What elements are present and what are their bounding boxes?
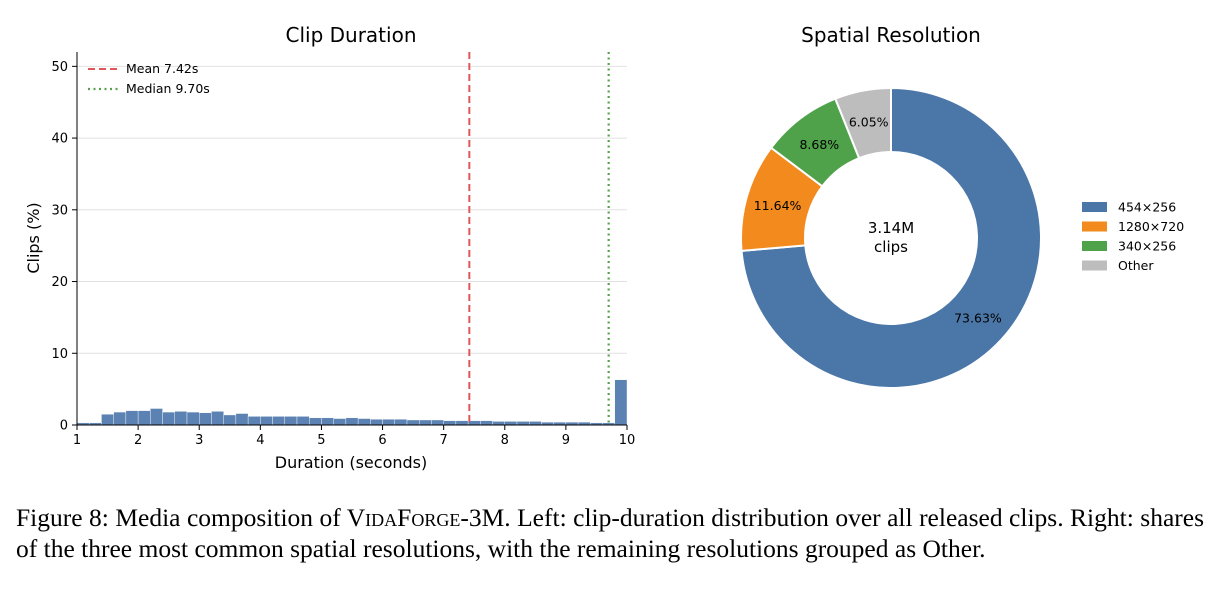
histogram-bar (125, 410, 139, 426)
histogram-bar (174, 411, 188, 426)
x-tick-label: 5 (317, 433, 325, 448)
histogram-bar (370, 419, 383, 426)
caption-name-suffix: -3M (460, 503, 505, 532)
x-tick-label: 4 (256, 433, 264, 448)
donut-value-label: 11.64% (754, 198, 802, 213)
histogram-bar (504, 421, 518, 426)
histogram-bar (272, 416, 285, 426)
donut-center-count: 3.14M (868, 219, 914, 237)
donut-legend: 454×256 1280×720 340×256 Other (1082, 200, 1184, 273)
legend-label: Other (1118, 258, 1154, 273)
histogram-bar (284, 416, 298, 426)
legend-label: 1280×720 (1118, 219, 1184, 234)
caption-prefix: Figure 8: Media composition of (16, 503, 347, 532)
histogram-bar (357, 418, 371, 426)
histogram-bar (247, 416, 261, 426)
x-tick-label: 10 (619, 433, 636, 448)
donut-panel: Spatial Resolution 73.63% 11.64% 8.68% 6.05… (740, 23, 1184, 389)
figure: Clip Duration 1 2 3 4 5 6 7 8 9 10 0 10 20 30 40 50 Du… (24, 23, 1184, 472)
histogram-y-label: Clips (%) (24, 202, 43, 273)
donut-center-unit: clips (874, 238, 908, 256)
histogram-y-ticks: 0 10 20 30 40 50 (51, 60, 77, 434)
caption-name-v: V (346, 503, 366, 532)
histogram-bar (309, 417, 322, 426)
donut-slices (740, 86, 1042, 389)
x-tick-label: 8 (501, 433, 509, 448)
histogram-bar (150, 408, 163, 426)
y-tick-label: 30 (51, 203, 68, 218)
histogram-bar (492, 421, 505, 426)
x-tick-label: 9 (562, 433, 570, 448)
donut-value-label: 73.63% (954, 310, 1002, 325)
histogram-bar (480, 420, 493, 426)
histogram-bar (101, 414, 114, 426)
x-tick-label: 1 (73, 433, 81, 448)
histogram-bar (162, 411, 175, 426)
histogram-bar (260, 416, 273, 426)
caption-name-orge: orge (411, 503, 461, 532)
histogram-bar (186, 411, 200, 426)
histogram-bar (443, 420, 457, 426)
histogram-bar (296, 416, 310, 426)
histogram-bar (394, 419, 408, 426)
histogram-x-ticks: 1 2 3 4 5 6 7 8 9 10 (73, 425, 635, 448)
histogram-x-label: Duration (seconds) (275, 453, 427, 472)
donut-value-label: 8.68% (799, 137, 839, 152)
legend-swatch (1082, 221, 1107, 232)
caption-name-ida: ida (365, 503, 398, 532)
histogram-bar (419, 419, 432, 426)
legend-label: 340×256 (1118, 239, 1176, 254)
y-tick-label: 20 (51, 275, 68, 290)
histogram-panel: Clip Duration 1 2 3 4 5 6 7 8 9 10 0 10 20 30 40 50 Du… (24, 23, 635, 472)
y-tick-label: 0 (60, 419, 68, 434)
histogram-bar (345, 417, 359, 426)
figure-caption: Figure 8: Media composition of VidaForge… (16, 502, 1204, 564)
caption-rest: . Left: clip-duration distribution over … (16, 503, 1204, 563)
histogram-bar (455, 420, 469, 426)
histogram-bar (199, 412, 212, 426)
y-tick-label: 10 (51, 347, 68, 362)
histogram-bars (76, 379, 628, 426)
histogram-bar (382, 419, 395, 426)
legend-median-label: Median 9.70s (126, 81, 210, 96)
histogram-bar (516, 421, 530, 426)
x-tick-label: 6 (378, 433, 386, 448)
donut-slice (834, 86, 892, 160)
histogram-bar (321, 417, 334, 426)
histogram-bar (333, 418, 347, 426)
legend-mean-label: Mean 7.42s (126, 61, 198, 76)
histogram-bar (431, 419, 444, 426)
histogram-bar (529, 421, 542, 426)
x-tick-label: 2 (134, 433, 142, 448)
donut-title: Spatial Resolution (801, 23, 981, 47)
histogram-bar (137, 410, 151, 426)
histogram-bar (113, 411, 127, 426)
donut-value-label: 6.05% (849, 115, 889, 130)
y-tick-label: 40 (51, 132, 68, 147)
histogram-title: Clip Duration (286, 23, 417, 47)
caption-name-f: F (397, 503, 412, 532)
legend-swatch (1082, 241, 1107, 251)
histogram-bar (235, 413, 249, 426)
legend-swatch (1082, 260, 1107, 271)
donut-slice (740, 86, 1042, 389)
histogram-bar (614, 379, 628, 426)
histogram-legend: Mean 7.42s Median 9.70s (88, 61, 210, 96)
x-tick-label: 7 (440, 433, 448, 448)
legend-swatch (1082, 202, 1107, 212)
donut-value-labels: 73.63% 11.64% 8.68% 6.05% (754, 115, 1002, 326)
histogram-bar (211, 411, 224, 426)
x-tick-label: 3 (195, 433, 203, 448)
legend-label: 454×256 (1118, 200, 1176, 215)
histogram-bar (223, 414, 237, 426)
histogram-bar (406, 419, 420, 426)
histogram-gridlines (77, 65, 627, 354)
y-tick-label: 50 (51, 60, 68, 75)
